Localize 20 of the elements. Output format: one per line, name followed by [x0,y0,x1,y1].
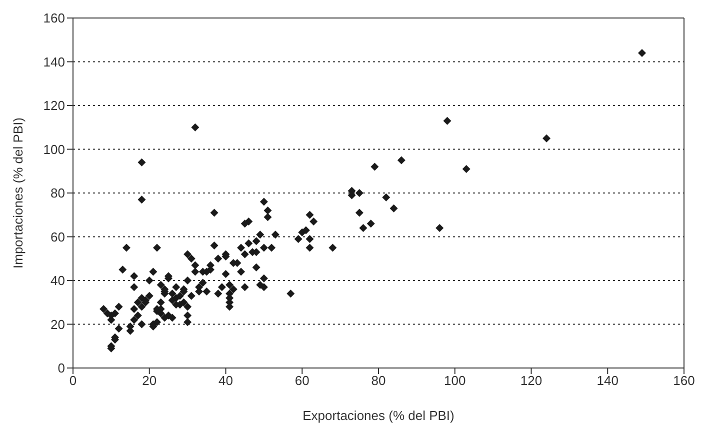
x-tick-label: 160 [673,373,695,388]
x-tick-label: 140 [596,373,618,388]
y-tick-label: 80 [50,186,65,201]
x-tick-label: 100 [444,373,466,388]
x-tick-label: 40 [218,373,233,388]
y-tick-label: 140 [43,54,65,70]
x-axis-title: Exportaciones (% del PBI) [302,408,454,423]
x-tick-label: 120 [520,373,542,388]
y-tick-label: 0 [58,360,65,376]
y-tick-label: 160 [43,10,65,26]
y-tick-label: 100 [43,142,65,157]
x-tick-label: 0 [69,373,77,388]
y-axis-title: Importaciones (% del PBI) [10,117,26,269]
y-tick-label: 40 [50,273,65,288]
y-tick-label: 20 [50,316,65,332]
x-tick-label: 20 [142,373,157,388]
x-tick-label: 80 [371,373,386,388]
y-tick-label: 120 [43,98,65,114]
x-tick-label: 60 [294,373,310,388]
y-tick-label: 60 [50,229,65,244]
